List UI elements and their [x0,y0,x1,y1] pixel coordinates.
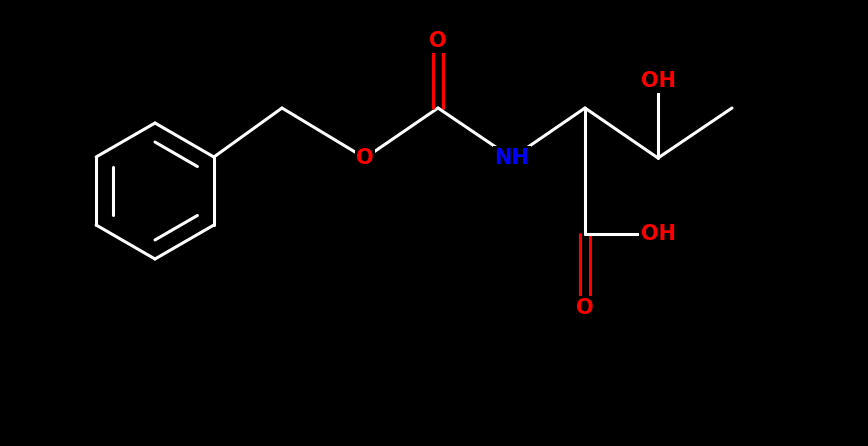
Text: OH: OH [641,71,675,91]
Text: NH: NH [495,148,529,168]
Text: O: O [356,148,374,168]
Text: OH: OH [641,224,675,244]
Text: O: O [429,31,447,51]
Text: O: O [576,298,594,318]
